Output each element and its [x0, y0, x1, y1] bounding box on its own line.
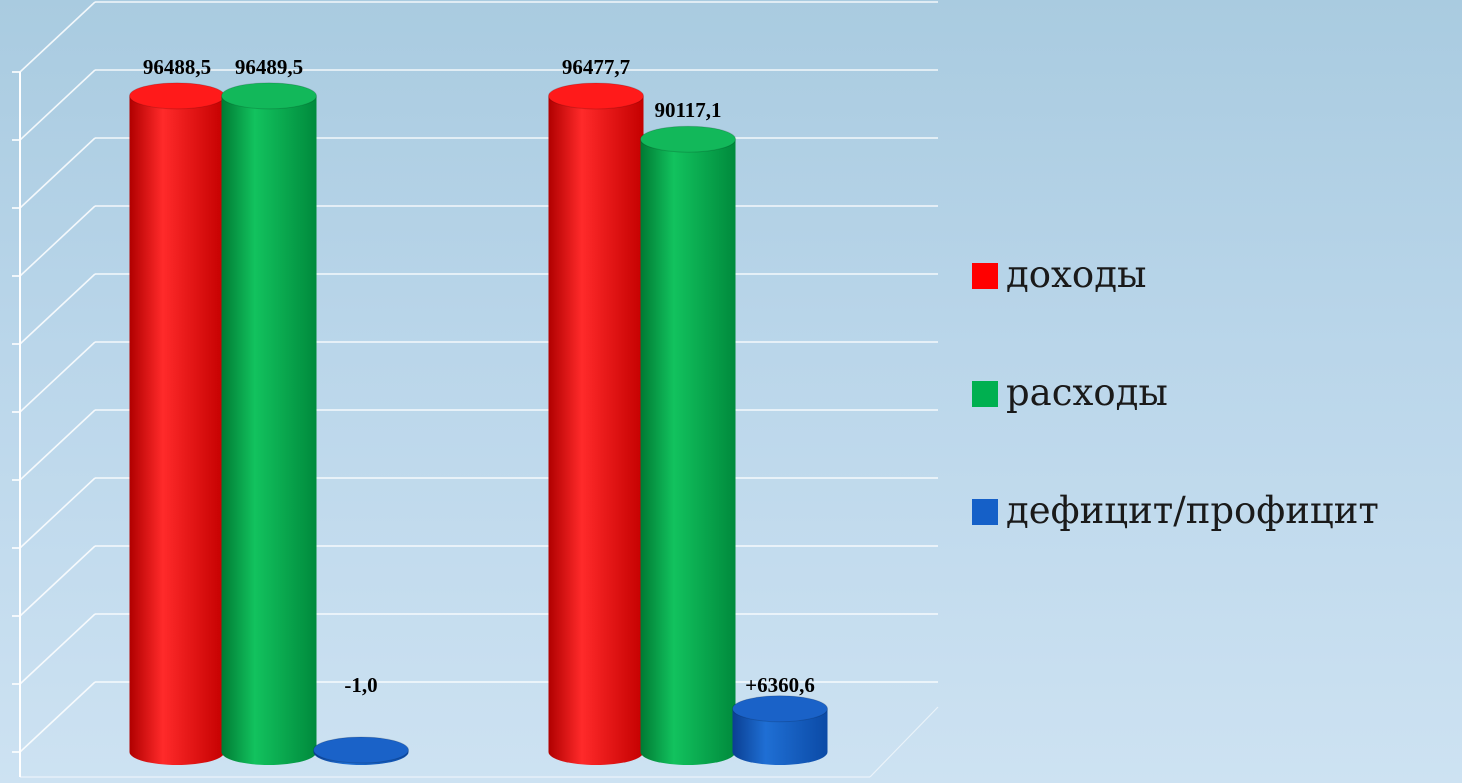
legend-label-expenses: расходы	[1006, 370, 1168, 414]
bar-balance-2	[732, 695, 828, 766]
bar-income-1	[129, 82, 225, 766]
gridline-depth	[19, 273, 96, 345]
data-label-balance-2: +6360,6	[745, 673, 815, 697]
data-label-expenses-2: 90117,1	[654, 98, 721, 122]
bar-balance-1	[313, 736, 409, 766]
legend-swatch-balance	[972, 499, 998, 525]
gridline-depth	[19, 477, 96, 549]
gridline-depth	[19, 205, 96, 277]
legend-label-balance: дефицит/профицит	[1006, 488, 1379, 532]
legend-label-income: доходы	[1006, 252, 1147, 296]
floor-edge	[869, 706, 939, 778]
data-label-income-1: 96488,5	[143, 55, 211, 79]
data-label-balance-1: -1,0	[344, 673, 377, 697]
gridline-depth	[19, 681, 96, 753]
gridline-depth	[19, 409, 96, 481]
chart-legend: доходы расходы дефицит/профицит	[972, 252, 1379, 532]
legend-item-income: доходы	[972, 252, 1379, 296]
data-label-expenses-1: 96489,5	[235, 55, 303, 79]
bar-expenses-2	[640, 125, 736, 766]
gridline-depth	[19, 69, 96, 141]
chart-grid	[12, 1, 939, 778]
bar-expenses-1	[221, 82, 317, 766]
gridline-depth	[19, 137, 96, 209]
chart-data-labels: 96488,5 96489,5 -1,0 96477,7 90117,1 +6360,6	[143, 55, 815, 697]
gridline-depth	[19, 1, 96, 73]
legend-swatch-income	[972, 263, 998, 289]
gridline-depth	[19, 545, 96, 617]
legend-swatch-expenses	[972, 381, 998, 407]
legend-item-expenses: расходы	[972, 370, 1379, 414]
legend-item-balance: дефицит/профицит	[972, 488, 1379, 532]
bar-income-2	[548, 82, 644, 766]
chart-bars	[129, 82, 828, 766]
gridline-depth	[19, 341, 96, 413]
data-label-income-2: 96477,7	[562, 55, 630, 79]
gridline-depth	[19, 613, 96, 685]
